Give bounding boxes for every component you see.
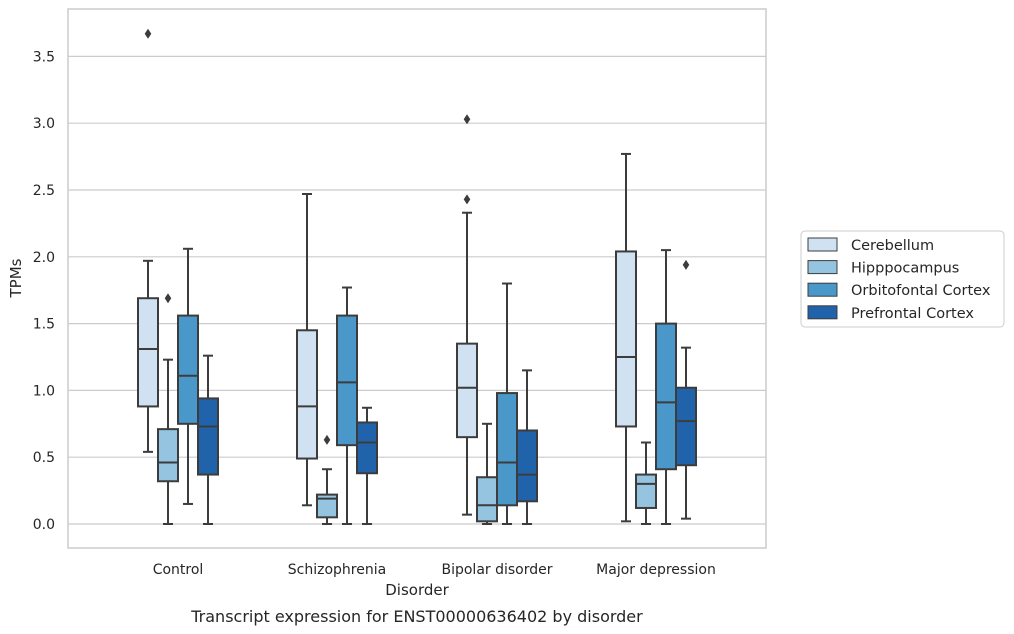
box-iqr [456, 342, 478, 439]
legend-frame [800, 230, 1005, 328]
y-tick-label: 2.0 [33, 250, 55, 266]
outlier-marker [144, 28, 152, 39]
box-prefrontal-cortex-2 [516, 369, 538, 525]
y-tick-label: 2.5 [33, 183, 55, 199]
x-tick-label: Bipolar disorder [441, 562, 552, 578]
outlier-marker [463, 194, 471, 205]
box-orbitofontal-cortex-1 [336, 286, 358, 525]
chart-caption: Transcript expression for ENST0000063640… [190, 607, 643, 626]
y-tick-label: 3.5 [33, 49, 55, 65]
box-hipppocampus-3 [635, 441, 657, 525]
plot-area [68, 9, 766, 548]
y-tick-label: 1.0 [33, 383, 55, 399]
legend-label: Hipppocampus [851, 261, 959, 277]
box-orbitofontal-cortex-0 [177, 247, 199, 505]
box-iqr [356, 421, 378, 475]
x-tick-label: Schizophrenia [288, 562, 386, 578]
box-cerebellum-0 [137, 28, 159, 453]
box-cerebellum-3 [615, 152, 637, 523]
box-prefrontal-cortex-1 [356, 406, 378, 525]
y-tick-label: 1.5 [33, 317, 55, 333]
box-hipppocampus-0 [157, 293, 179, 525]
legend-swatch [807, 237, 838, 252]
box-iqr [336, 314, 358, 447]
y-tick-labels: 0.0 0.5 1.0 1.5 2.0 2.5 3.0 3.5 [33, 49, 55, 533]
box-cerebellum-2 [456, 114, 478, 516]
box-iqr [496, 392, 518, 507]
legend-label: Cerebellum [851, 238, 934, 254]
y-tick-label: 0.0 [33, 517, 55, 533]
x-tick-label: Control [153, 562, 204, 578]
x-tick-labels: Control Schizophrenia Bipolar disorder Majo… [153, 562, 716, 578]
box-orbitofontal-cortex-2 [496, 282, 518, 525]
legend-swatch [807, 260, 838, 275]
box-iqr [635, 473, 657, 509]
box-series [137, 28, 697, 525]
box-iqr [615, 250, 637, 428]
box-iqr [675, 386, 697, 467]
x-axis-title: Disorder [385, 581, 449, 599]
y-tick-label: 0.5 [33, 450, 55, 466]
outlier-marker [164, 293, 172, 304]
legend: Cerebellum Hipppocampus Orbitofontal Corte… [800, 230, 1005, 328]
box-iqr [177, 314, 199, 425]
box-cerebellum-1 [296, 193, 318, 507]
x-tick-label: Major depression [596, 562, 716, 578]
box-iqr [296, 329, 318, 460]
box-prefrontal-cortex-0 [197, 354, 219, 525]
plot-frame [67, 8, 767, 549]
box-prefrontal-cortex-3 [675, 259, 697, 520]
box-iqr [157, 428, 179, 483]
box-hipppocampus-1 [316, 434, 338, 525]
box-iqr [655, 322, 677, 471]
box-iqr [516, 429, 538, 503]
box-hipppocampus-2 [476, 422, 498, 525]
box-iqr [316, 493, 338, 519]
y-axis-title: TPMs [7, 258, 25, 298]
legend-swatch [807, 305, 838, 320]
legend-label: Orbitofontal Cortex [851, 283, 991, 299]
outlier-marker [463, 114, 471, 125]
legend-swatch [807, 282, 838, 297]
outlier-marker [323, 434, 331, 445]
box-iqr [197, 397, 219, 476]
y-tick-label: 3.0 [33, 116, 55, 132]
box-iqr [137, 297, 159, 408]
outlier-marker [682, 259, 690, 270]
legend-label: Prefrontal Cortex [851, 306, 974, 322]
box-iqr [476, 476, 498, 523]
